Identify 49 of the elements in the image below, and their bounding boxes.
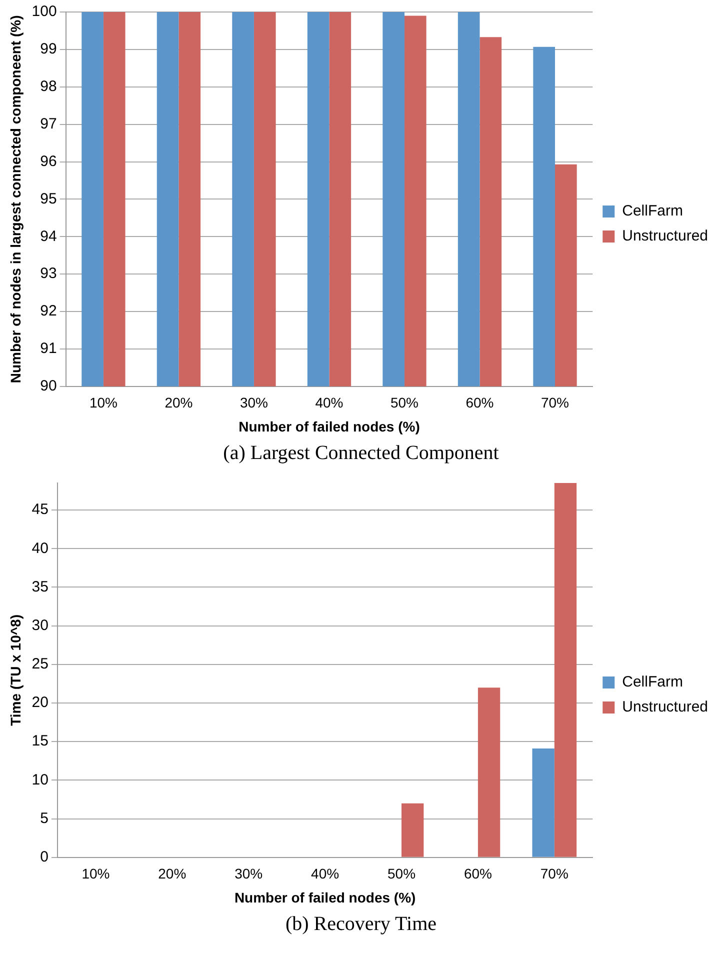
y-tick-label: 94 [40,228,57,245]
x-tick-label: 50% [390,394,418,411]
x-tick-label: 10% [89,394,118,411]
y-tick-label: 98 [40,78,57,96]
x-tick-label: 40% [311,866,340,882]
x-tick-label: 20% [158,866,186,882]
y-tick-label: 20 [32,694,48,712]
x-tick-label: 70% [540,866,568,882]
bar [402,803,424,857]
x-axis-title: Number of failed nodes (%) [234,889,416,906]
y-tick-label: 96 [40,152,57,170]
y-tick-label: 93 [40,265,57,282]
x-tick-label: 60% [466,394,494,411]
bar [478,688,500,857]
y-tick-label: 40 [32,540,48,557]
y-axis-title: Number of nodes in largest connected componeent (%) [7,15,24,384]
legend-label: CellFarm [622,674,683,691]
legend-label: Unstructured [622,698,708,716]
x-tick-label: 10% [82,866,110,882]
text: (a) Largest Connected Component [222,442,500,465]
legend-label: Unstructured [622,228,708,245]
x-tick-label: 60% [464,866,492,882]
x-axis-title: Number of failed nodes (%) [238,418,420,434]
y-tick-label: 15 [32,732,48,750]
x-tick-label: 40% [315,394,344,411]
y-tick-label: 90 [40,378,57,395]
y-axis-title: Time (TU x 10^8) [7,614,24,726]
y-tick-label: 25 [32,656,48,673]
bar [532,748,554,857]
y-tick-label: 30 [32,616,48,634]
y-tick-label: 10 [32,771,48,788]
y-tick-label: 0 [40,848,48,866]
y-tick-label: 5 [40,810,48,827]
y-tick-label: 35 [32,578,48,596]
legend-label: CellFarm [622,202,683,220]
y-tick-label: 91 [40,340,57,358]
x-tick-label: 30% [240,394,268,411]
y-tick-label: 95 [40,190,57,208]
x-tick-label: 70% [540,394,570,411]
text: (b) Recovery Time [284,913,438,936]
x-tick-label: 20% [164,394,193,411]
bar [554,483,577,857]
y-tick-label: 45 [32,501,48,518]
y-tick-label: 97 [40,115,57,132]
x-tick-label: 30% [234,866,263,882]
y-tick-label: 99 [40,40,57,58]
y-tick-label: 100 [32,3,57,20]
x-tick-label: 50% [387,866,416,882]
y-tick-label: 92 [40,302,57,320]
